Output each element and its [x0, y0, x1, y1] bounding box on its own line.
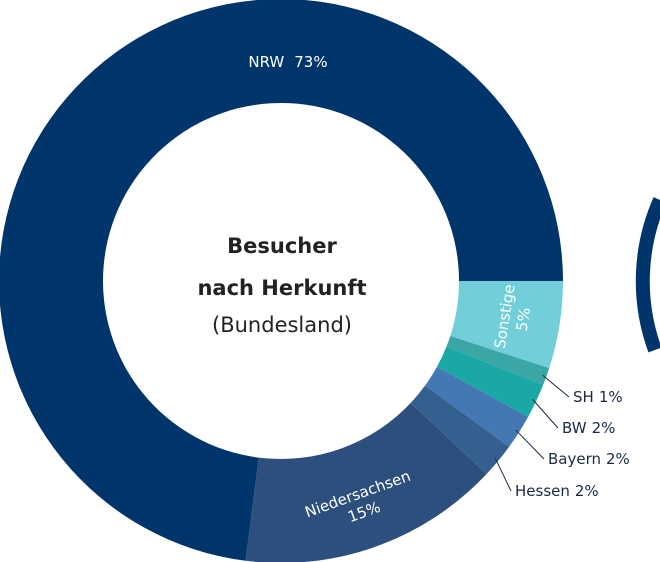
category-label: Hessen: [515, 482, 570, 500]
category-label: NRW: [248, 53, 284, 71]
leader-line: [532, 399, 559, 429]
donut-segment: [425, 366, 529, 447]
donut-segment: [0, 0, 563, 561]
leader-line: [494, 457, 512, 492]
neighbor-chart-edge: [635, 197, 660, 353]
value-label: 1%: [599, 388, 623, 406]
category-label: BW: [562, 419, 587, 437]
value-label: 2%: [606, 450, 630, 468]
chart-subtitle: (Bundesland): [212, 313, 352, 337]
segment-label: SH 1%: [573, 388, 623, 406]
category-label: Bayern: [548, 450, 601, 468]
segment-label: Bayern 2%: [548, 450, 630, 468]
leader-line: [542, 374, 570, 398]
category-label: SH: [573, 388, 594, 406]
donut-segment: [245, 402, 487, 562]
donut-segment: [450, 281, 563, 369]
segment-label: NRW 73%: [248, 53, 327, 71]
chart-title: Besucher: [227, 234, 337, 258]
value-label: 2%: [592, 419, 616, 437]
donut-segment: [446, 336, 550, 385]
value-label: 2%: [575, 482, 599, 500]
segment-label: BW 2%: [562, 419, 615, 437]
donut-segment: [436, 346, 544, 417]
value-label: 73%: [294, 53, 327, 71]
chart-title: nach Herkunft: [197, 276, 366, 300]
donut-segment: [410, 385, 510, 475]
leader-line: [515, 429, 545, 460]
value-label: 5%: [513, 306, 535, 332]
segment-label: Hessen 2%: [515, 482, 599, 500]
